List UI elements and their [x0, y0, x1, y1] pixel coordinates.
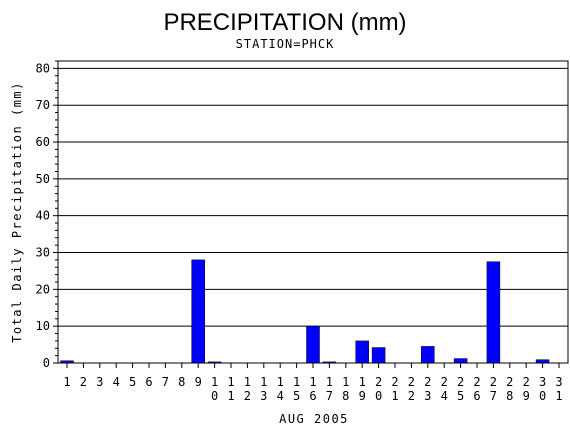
bar [453, 358, 468, 364]
y-tick-label: 20 [36, 282, 50, 296]
y-tick-label: 50 [36, 172, 50, 186]
x-axis: 1 2 3 4 5 6 7 8 9 1 01 11 21 31 41 51 61 71 81 92 02 12 22 32 42… [63, 363, 563, 403]
x-tick-label: 2 [80, 375, 87, 389]
x-tick-label: 5 [129, 375, 136, 389]
chart-subtitle: STATION=PHCK [236, 37, 335, 51]
y-tick-label: 40 [36, 209, 50, 223]
y-tick-label: 0 [43, 356, 50, 370]
y-tick-label: 30 [36, 246, 50, 260]
bar [421, 346, 435, 364]
x-tick-label: 6 [145, 375, 152, 389]
bar [306, 325, 320, 364]
x-tick-label: 4 [113, 375, 120, 389]
bar-series [60, 259, 550, 364]
x-tick-label: 9 [195, 375, 202, 389]
x-tick-label: 7 [162, 375, 169, 389]
chart-title: PRECIPITATION (mm) [163, 9, 406, 36]
bar [191, 259, 205, 364]
x-tick-label: 8 [178, 375, 185, 389]
gridlines [58, 67, 568, 327]
y-axis: 0 10 20 30 40 50 60 70 80 [36, 60, 58, 370]
bar [486, 261, 501, 364]
x-axis-label: AUG 2005 [279, 412, 349, 426]
y-tick-label: 60 [36, 135, 50, 149]
bar [355, 340, 369, 364]
x-tick-label: 1 [63, 375, 70, 389]
y-tick-label: 70 [36, 98, 50, 112]
bar [371, 347, 386, 364]
y-tick-label: 80 [36, 61, 50, 75]
y-axis-label: Total Daily Precipitation (mm) [10, 81, 24, 343]
y-tick-label: 10 [36, 319, 50, 333]
x-tick-label: 3 [96, 375, 103, 389]
